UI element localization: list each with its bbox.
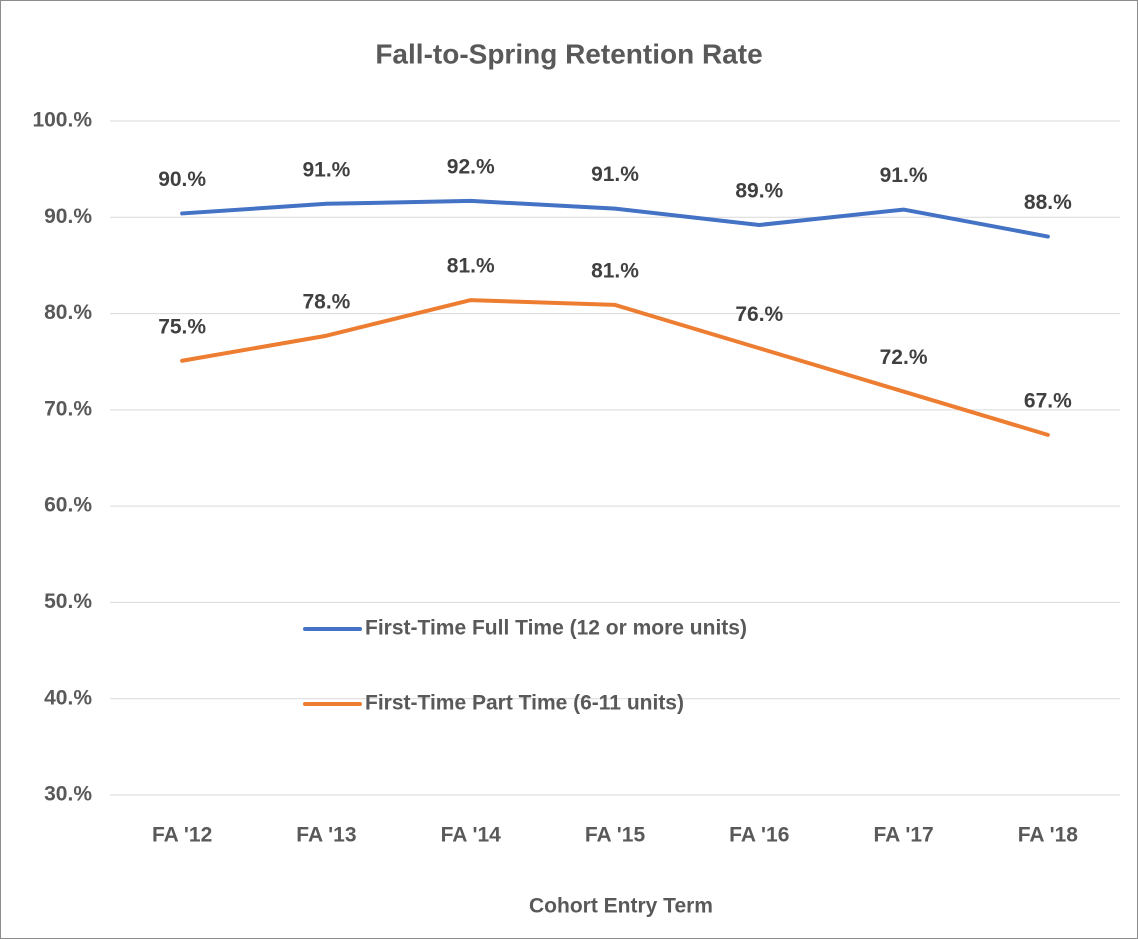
data-label: 78.%	[302, 290, 350, 313]
y-tick-label: 100.%	[32, 109, 92, 132]
legend-label: First-Time Full Time (12 or more units)	[365, 617, 747, 640]
data-label: 81.%	[447, 255, 495, 278]
y-tick-label: 30.%	[44, 783, 92, 806]
x-tick-label: FA '13	[296, 824, 356, 847]
x-axis-title: Cohort Entry Term	[529, 895, 713, 918]
data-label: 91.%	[591, 163, 639, 186]
x-tick-label: FA '12	[152, 824, 212, 847]
y-tick-label: 80.%	[44, 301, 92, 324]
data-label: 76.%	[735, 303, 783, 326]
data-label: 91.%	[880, 164, 928, 187]
data-label: 81.%	[591, 259, 639, 282]
legend-label: First-Time Part Time (6-11 units)	[365, 692, 684, 715]
data-label: 89.%	[735, 180, 783, 203]
x-tick-label: FA '18	[1018, 824, 1079, 847]
data-label: 88.%	[1024, 191, 1072, 214]
data-label: 92.%	[447, 155, 495, 178]
x-tick-label: FA '17	[873, 824, 933, 847]
y-tick-label: 60.%	[44, 494, 92, 517]
series-line	[180, 298, 1050, 437]
y-tick-label: 70.%	[44, 397, 92, 420]
data-label: 91.%	[302, 158, 350, 181]
y-tick-label: 40.%	[44, 686, 92, 709]
data-label: 67.%	[1024, 389, 1072, 412]
chart-title: Fall-to-Spring Retention Rate	[375, 38, 762, 69]
data-label: 90.%	[158, 168, 206, 191]
y-tick-label: 50.%	[44, 590, 92, 613]
x-tick-label: FA '15	[585, 824, 646, 847]
series-line	[180, 198, 1050, 239]
x-tick-label: FA '14	[441, 824, 502, 847]
y-tick-label: 90.%	[44, 205, 92, 228]
x-tick-label: FA '16	[729, 824, 789, 847]
data-label: 72.%	[880, 346, 928, 369]
data-label: 75.%	[158, 315, 206, 338]
